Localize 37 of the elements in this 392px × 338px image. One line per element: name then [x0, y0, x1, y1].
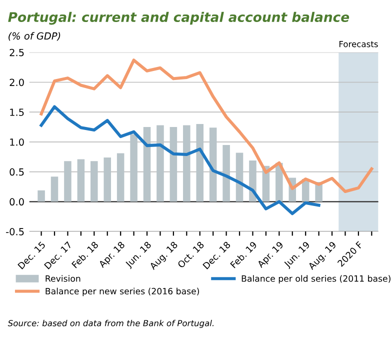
y-tick-label: 1.0 [10, 138, 24, 146]
chart-subtitle: (% of GDP) [8, 32, 60, 41]
y-tick-label: 2.0 [10, 78, 24, 86]
bar [170, 127, 178, 202]
bar [130, 134, 138, 202]
text: Forecasts [339, 41, 378, 48]
bar [38, 190, 45, 202]
bar [183, 125, 190, 202]
legend-label: Balance per old series (2011 base) [242, 275, 390, 284]
bar [156, 125, 164, 202]
x-tick-label: Feb. 19 [230, 241, 258, 268]
line-series [40, 105, 320, 216]
y-tick-label: -0.5 [6, 228, 24, 236]
bar [196, 124, 204, 202]
x-tick-label: Dec. 18 [202, 241, 231, 270]
bar [209, 128, 217, 202]
x-tick-label: Apr. 19 [256, 241, 285, 270]
bar [104, 157, 112, 202]
x-tick-label: Apr. 18 [98, 241, 126, 270]
y-tick-label: 0.5 [10, 168, 24, 176]
line-series [40, 58, 374, 194]
y-tick-label: 1.5 [10, 108, 24, 116]
x-tick-label: Feb. 18 [71, 240, 99, 268]
bar [90, 161, 98, 202]
legend-label: Revision [46, 275, 80, 282]
legend-label: Balance per new series (2016 base) [46, 288, 199, 296]
source-note: Source: based on data from the Bank of Portugal. [8, 320, 214, 328]
bar [143, 127, 151, 202]
bar [64, 161, 72, 202]
y-tick-label: 0.0 [10, 198, 24, 206]
bar [222, 144, 230, 202]
chart-title: Portugal: current and capital account balance [8, 12, 350, 25]
x-tick-label: Dec. 17 [44, 241, 72, 270]
bar [50, 176, 58, 202]
bar [116, 153, 124, 202]
y-tick-label: 2.5 [10, 48, 24, 56]
bar [77, 159, 85, 202]
